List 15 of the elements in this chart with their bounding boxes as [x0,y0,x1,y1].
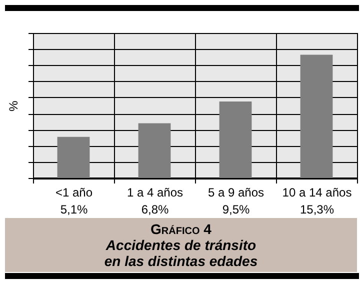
data-label: 9,5% [222,202,250,216]
bar [219,101,252,178]
x-tick-label: 10 a 14 años [282,186,352,200]
bar [138,123,171,178]
bar [57,136,90,178]
data-label: 5,1% [60,202,88,216]
bar [300,54,333,178]
data-label: 15,3% [300,202,334,216]
text: Accidentes de tránsito en las distintas edades [103,237,259,269]
y-axis-title: % [6,100,20,112]
x-tick-label: 1 a 4 años [126,186,184,200]
x-tick-label: <1 año [55,186,93,200]
x-tick-label: 5 a 9 años [208,186,264,200]
data-label: 6,8% [141,202,169,216]
text: Gráfico 4 [150,221,212,237]
